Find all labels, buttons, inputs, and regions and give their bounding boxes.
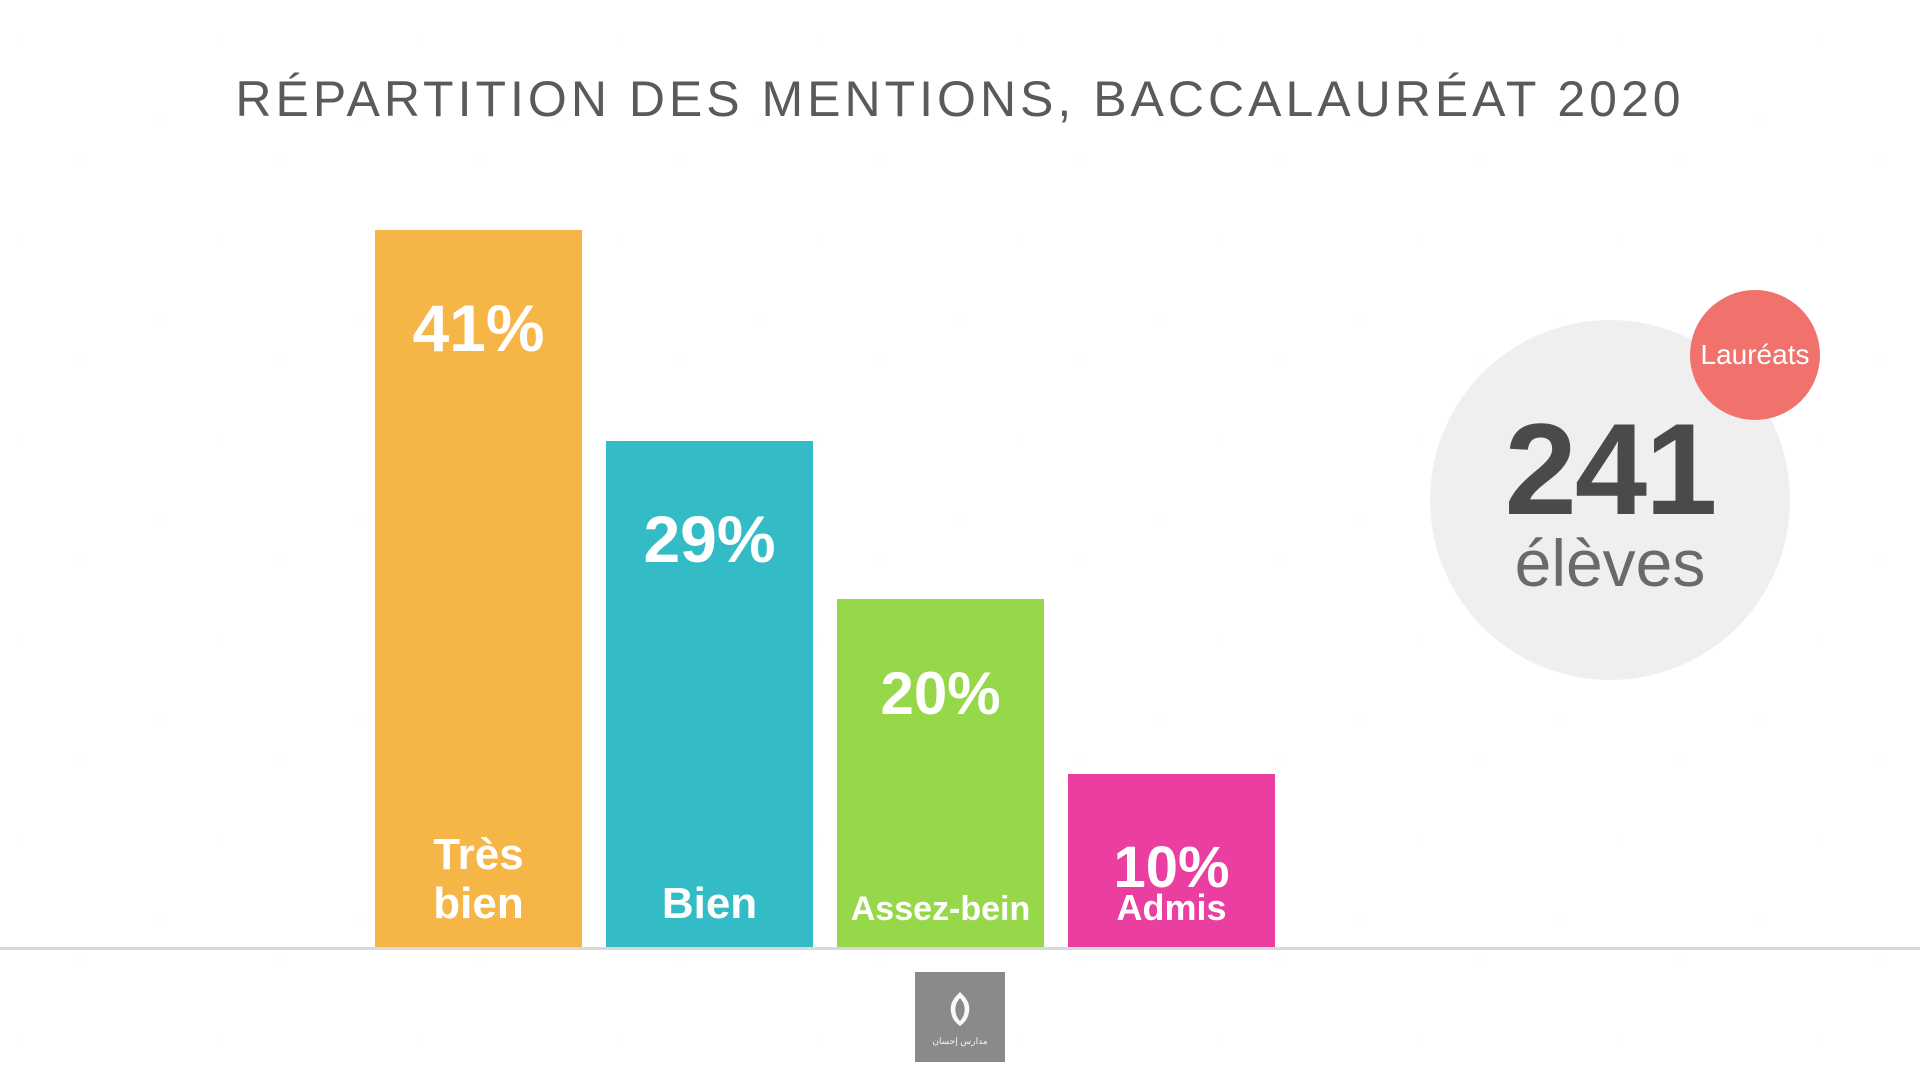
stat-label: élèves xyxy=(1515,530,1706,596)
bar: 10%Admis xyxy=(1068,774,1275,950)
badge-text: Lauréats xyxy=(1701,339,1810,371)
logo-icon xyxy=(938,988,982,1032)
logo-text: مدارس إحسان xyxy=(932,1036,987,1047)
bar: 41% Trèsbien xyxy=(375,230,582,950)
bar-label: Assez-bein xyxy=(837,891,1044,928)
stat-circle: 241 élèves Lauréats xyxy=(1430,320,1790,680)
chart-baseline xyxy=(0,947,1920,950)
bar-value: 20% xyxy=(880,659,1000,728)
bar-label: Bien xyxy=(606,880,813,928)
bar-label: Admis xyxy=(1068,888,1275,928)
stat-number: 241 xyxy=(1505,404,1716,534)
laureats-badge: Lauréats xyxy=(1690,290,1820,420)
bar-value: 41% xyxy=(412,290,544,366)
footer-logo: مدارس إحسان xyxy=(915,972,1005,1062)
bar-value: 29% xyxy=(643,501,775,577)
bar-label: Trèsbien xyxy=(375,831,582,928)
page-title: RÉPARTITION DES MENTIONS, BACCALAURÉAT 2… xyxy=(0,70,1920,128)
bar: 20% Assez-bein xyxy=(837,599,1044,950)
bar: 29% Bien xyxy=(606,441,813,950)
bar-chart: 41% Trèsbien 29% Bien 20% Assez-bein 10%Admis xyxy=(375,230,1275,950)
